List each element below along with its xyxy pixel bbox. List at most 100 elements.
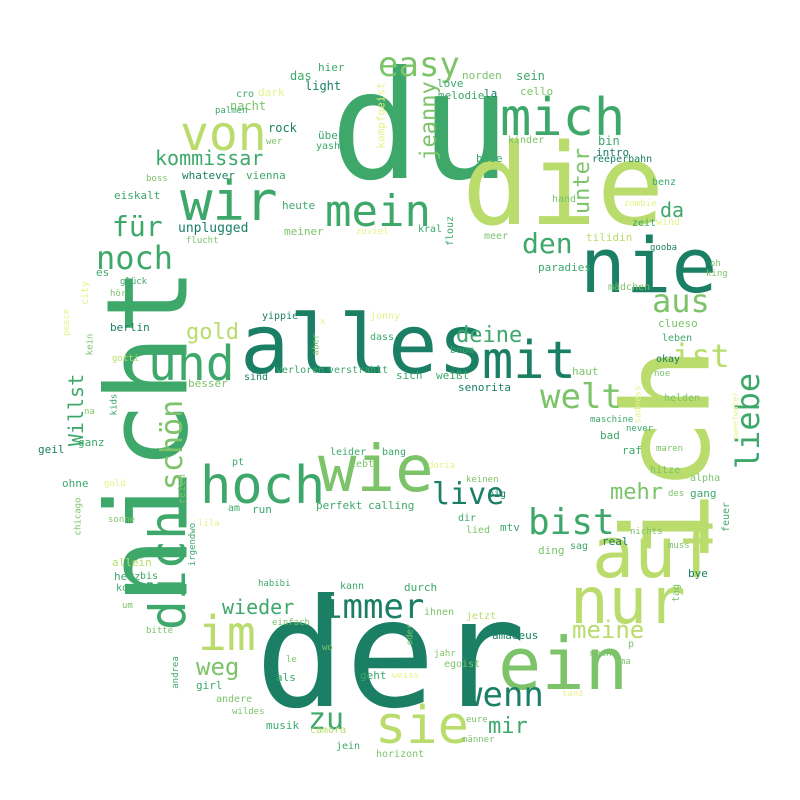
- word-heute: heute: [282, 199, 316, 212]
- word-hitze: hitze: [650, 465, 681, 476]
- word-wind: wind: [656, 217, 681, 228]
- word-bye: bye: [688, 567, 708, 580]
- word-kids: kids: [109, 393, 120, 416]
- word-kampfgeist: kampfgeist: [374, 82, 388, 149]
- word-live: live: [432, 477, 505, 512]
- word-wer: wer: [266, 137, 283, 147]
- word-paradies: paradies: [538, 261, 591, 274]
- word-ding: ding: [538, 544, 565, 557]
- word-lied: lied: [466, 525, 491, 536]
- word-besser: besser: [188, 377, 228, 390]
- word-alpha: alpha: [690, 473, 721, 484]
- word-la: la: [484, 87, 498, 100]
- word-andrea: andrea: [170, 656, 181, 689]
- word-andere: andere: [216, 694, 253, 705]
- word-sind: sind: [244, 372, 269, 383]
- word-real: real: [602, 535, 629, 548]
- word-alles: alles: [240, 298, 487, 393]
- word-p: p: [628, 639, 635, 650]
- word-irgendwo: irgendwo: [188, 522, 199, 567]
- word-sie: sie: [375, 696, 469, 756]
- word-geht: geht: [360, 669, 387, 682]
- word-mehr: mehr: [610, 480, 663, 505]
- word-ma: ma: [620, 657, 631, 667]
- word-yasha: yasha: [316, 141, 347, 152]
- word-feuer: feuer: [721, 501, 733, 533]
- word-komm: komm: [116, 583, 141, 594]
- word-macho: macho: [590, 649, 618, 659]
- word-palmen: palmen: [215, 106, 248, 116]
- word-x: x: [320, 317, 326, 327]
- word-ihnen: ihnen: [424, 607, 455, 618]
- word-gold: gold: [186, 320, 239, 345]
- word-einfach: einfach: [272, 618, 310, 628]
- word-jetzt: jetzt: [466, 611, 497, 622]
- word-durch: durch: [404, 581, 438, 594]
- word-eiskalt: eiskalt: [114, 189, 161, 202]
- word-maren: maren: [656, 444, 684, 454]
- word-ohne: ohne: [62, 477, 89, 490]
- word-jahr: jahr: [434, 649, 456, 659]
- word-hor: hör: [110, 289, 127, 299]
- word-wildes: wildes: [232, 707, 265, 717]
- word-rock: rock: [268, 121, 297, 135]
- word-melodie: melodie: [438, 89, 485, 102]
- word-lebt: lebt: [350, 459, 375, 470]
- word-wo: wo: [322, 643, 333, 653]
- word-kral: kral: [418, 224, 443, 235]
- word-dich: dich: [139, 509, 198, 631]
- word-sag: sag: [570, 541, 589, 552]
- word-gooba: gooba: [650, 243, 678, 253]
- word-weg: weg: [196, 653, 240, 681]
- word-wir: wir: [180, 170, 278, 233]
- word-allein: allein: [112, 556, 152, 569]
- word-yippie: yippie: [262, 311, 299, 322]
- word-das: das: [290, 69, 312, 83]
- word-pt: pt: [232, 457, 245, 468]
- word-eure: eure: [466, 715, 488, 725]
- word-bang: bang: [382, 447, 407, 458]
- word-hier: hier: [318, 61, 345, 74]
- word-mit: mit: [482, 331, 576, 391]
- word-jein: jein: [336, 741, 361, 752]
- word-reich: reich: [177, 473, 189, 505]
- word-chicago: chicago: [73, 497, 84, 536]
- word-intro: intro: [596, 146, 630, 159]
- word-sein: sein: [516, 69, 545, 83]
- word-amadeus: amadeus: [492, 629, 539, 642]
- word-herz: herz: [114, 570, 141, 583]
- word-mein: mein: [325, 186, 431, 237]
- word-senorita: senorita: [458, 381, 511, 394]
- word-welt: welt: [540, 377, 622, 417]
- word-wie: wie: [318, 433, 434, 507]
- word-maschine: maschine: [590, 415, 634, 425]
- word-egoist: egoist: [444, 659, 481, 670]
- word-sweetwater: sweetwater: [731, 391, 741, 441]
- word-aus: aus: [652, 282, 710, 320]
- word-bitte: bitte: [146, 626, 174, 636]
- word-king: king: [706, 269, 728, 279]
- word-musik: musik: [266, 719, 300, 732]
- word-hoch: hoch: [200, 456, 326, 516]
- word-dark: dark: [258, 86, 285, 99]
- word-never: never: [626, 424, 654, 434]
- word-sadness: sadness: [633, 385, 644, 424]
- word-von: von: [180, 106, 267, 162]
- word-dir: dir: [458, 513, 477, 524]
- word-ganz: ganz: [78, 436, 105, 449]
- word-oh: oh: [710, 259, 721, 269]
- word-du: du: [330, 40, 511, 214]
- word-bad: bad: [600, 429, 620, 442]
- word-norden: norden: [462, 69, 502, 82]
- word-kein: kein: [85, 333, 96, 356]
- word-boss: boss: [146, 174, 168, 184]
- word-unplugged: unplugged: [178, 221, 249, 236]
- word-mir: mir: [488, 714, 528, 739]
- word-flucht: flucht: [186, 236, 219, 246]
- word-gotti: gotti: [112, 354, 140, 364]
- word-da: da: [660, 198, 685, 222]
- word-nur: nur: [570, 565, 686, 639]
- word-nacht: nacht: [230, 99, 267, 113]
- word-light: light: [305, 79, 342, 93]
- word-okay: okay: [656, 354, 681, 365]
